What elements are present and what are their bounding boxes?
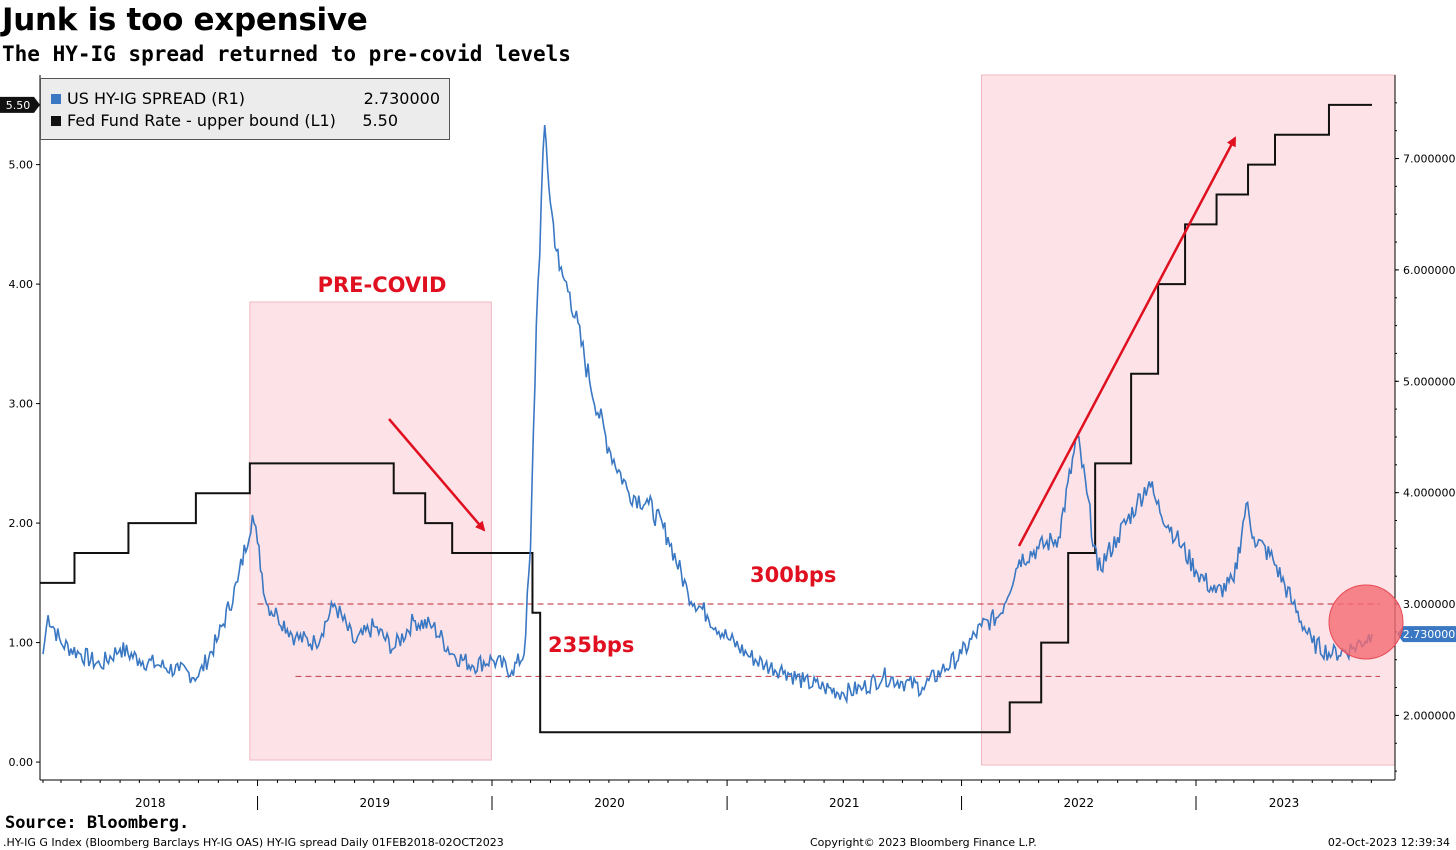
right-axis-tick-label: 5.000000 <box>1403 375 1456 388</box>
left-axis-tick-label: 2.00 <box>9 517 34 530</box>
right-last-value-label: 2.730000 <box>1403 628 1456 641</box>
left-axis-tick-label: 3.00 <box>9 398 34 411</box>
axes: 0.00 1.00 2.00 3.00 4.00 5.00 5.50 2.000000 3.00… <box>0 75 1456 810</box>
footer-timestamp: 02-Oct-2023 12:39:34 <box>1327 836 1450 849</box>
label-235bps: 235bps <box>548 633 634 657</box>
right-axis-tick-label: 2.000000 <box>1403 709 1456 722</box>
x-axis-year-label: 2022 <box>1063 796 1094 810</box>
chart-title: Junk is too expensive <box>2 2 368 38</box>
fed-funds-rate-line <box>40 103 1372 734</box>
legend-label: US HY-IG SPREAD (R1) <box>67 89 245 108</box>
legend-label: Fed Fund Rate - upper bound (L1) <box>67 111 336 130</box>
left-axis-tick-label: 5.00 <box>9 159 34 172</box>
legend-value: 2.730000 <box>363 89 440 108</box>
left-axis-tick-label: 0.00 <box>9 756 34 769</box>
series-lines <box>40 103 1373 734</box>
x-axis-year-label: 2021 <box>829 796 860 810</box>
legend-swatch-fed-rate <box>51 116 61 126</box>
left-last-value-tag <box>0 96 34 113</box>
legend-item-fed-rate: Fed Fund Rate - upper bound (L1) 5.50 <box>51 110 446 132</box>
shaded-regions <box>249 74 1396 766</box>
x-axis-year-label: 2018 <box>135 796 166 810</box>
footer-index-description: .HY-IG G Index (Bloomberg Barclays HY-IG… <box>3 836 504 849</box>
legend-value: 5.50 <box>362 111 398 130</box>
down-arrow <box>388 418 486 532</box>
footer-copyright: Copyright© 2023 Bloomberg Finance L.P. <box>810 836 1037 849</box>
right-axis-tick-label: 6.000000 <box>1403 264 1456 277</box>
left-last-value-pointer <box>34 96 40 113</box>
x-axis-year-label: 2020 <box>594 796 625 810</box>
source-note: Source: Bloomberg. <box>5 813 190 833</box>
reference-lines <box>257 603 1380 678</box>
chart-subtitle: The HY-IG spread returned to pre-covid l… <box>2 42 571 66</box>
right-last-value-tag <box>1403 626 1456 643</box>
right-axis-tick-label: 4.000000 <box>1403 487 1456 500</box>
x-axis-year-label: 2019 <box>359 796 390 810</box>
pre-covid-label: PRE-COVID <box>318 273 447 297</box>
annotations: PRE-COVID 300bps 235bps <box>318 136 1404 660</box>
hy-ig-spread-line <box>42 125 1373 705</box>
current-level-highlight-circle <box>1328 584 1404 660</box>
x-axis-year-label: 2023 <box>1269 796 1300 810</box>
shaded-region-2022-2023 <box>980 74 1396 766</box>
left-axis-tick-label: 1.00 <box>9 637 34 650</box>
left-last-value-label: 5.50 <box>6 99 31 112</box>
legend-swatch-spread <box>51 94 61 104</box>
up-arrow <box>1017 136 1237 547</box>
right-axis-tick-label: 7.000000 <box>1403 153 1456 166</box>
chart-legend: US HY-IG SPREAD (R1) 2.730000 Fed Fund R… <box>40 78 450 140</box>
legend-item-spread: US HY-IG SPREAD (R1) 2.730000 <box>51 88 446 110</box>
label-300bps: 300bps <box>750 563 836 587</box>
right-axis-tick-label: 3.000000 <box>1403 598 1456 611</box>
left-axis-tick-label: 4.00 <box>9 278 34 291</box>
shaded-region-pre-covid <box>249 301 492 761</box>
